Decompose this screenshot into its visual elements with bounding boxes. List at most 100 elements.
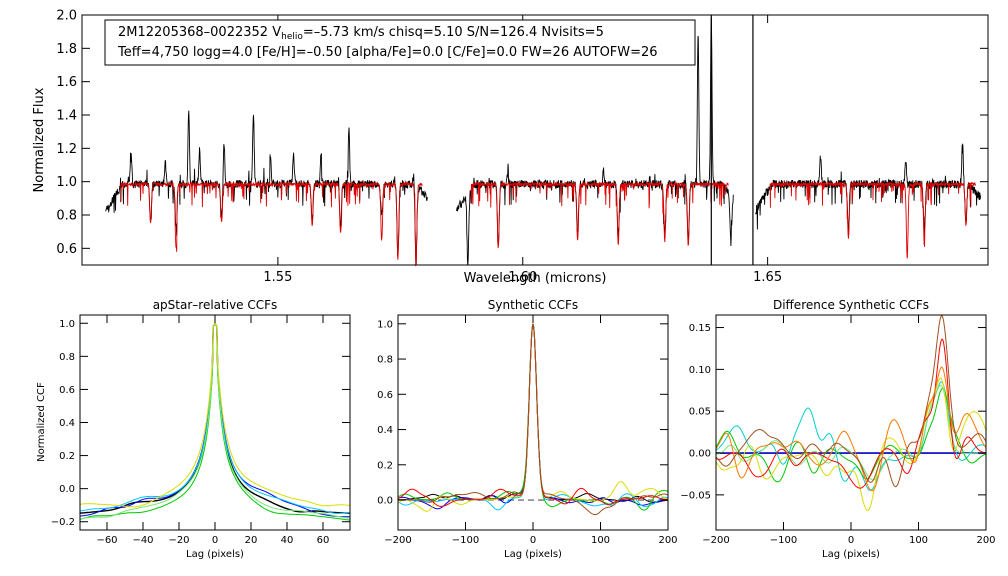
x-tick-label: 40 — [281, 535, 294, 546]
y-tick-label: −0.2 — [51, 517, 75, 528]
annotation-line-2: Teff=4,750 logg=4.0 [Fe/H]=–0.50 [alpha/… — [117, 45, 658, 60]
y-tick-label: 0.0 — [377, 496, 393, 507]
y-tick-label: 0.6 — [56, 242, 77, 257]
y-tick-label: 0.05 — [689, 407, 711, 418]
y-tick-label: 0.6 — [59, 385, 75, 396]
difference-ccf-series-visit-orange — [715, 366, 987, 492]
ccf-series-visit-blue — [79, 322, 350, 518]
difference-ccf-series-visit-yellow — [715, 377, 987, 511]
y-tick-label: 1.4 — [56, 109, 77, 124]
difference-ccf-series-visit-brown — [715, 315, 987, 488]
synthetic-ccf-series-visit-yellow — [397, 323, 669, 512]
x-tick-label: 0 — [530, 535, 536, 546]
y-tick-label: 2.0 — [56, 9, 77, 24]
y-tick-label: 1.0 — [59, 319, 75, 330]
synthetic-ccf-x-axis-label: Lag (pixels) — [504, 549, 562, 560]
y-tick-label: 1.2 — [56, 142, 77, 157]
synthetic-ccf-series-visit-cyan — [397, 323, 669, 511]
y-tick-label: 0.0 — [59, 484, 75, 495]
annotation-v-symbol: V — [272, 25, 281, 40]
x-tick-label: −40 — [132, 535, 153, 546]
x-tick-label: 60 — [317, 535, 330, 546]
difference-ccf-series-visit-red — [715, 338, 987, 489]
synthetic-ccf-series-visit-blue — [397, 323, 669, 510]
difference-ccf-axis-ticks: −200 −100 0 100 200 −0.05 0.00 0.05 0.10 0.15 — [680, 315, 996, 546]
y-tick-label: 0.15 — [689, 323, 711, 334]
difference-ccf-x-axis-label: Lag (pixels) — [822, 549, 880, 560]
difference-ccf-series-visit-green — [715, 387, 987, 483]
y-tick-label: 1.0 — [377, 319, 393, 330]
spectrum-y-axis-label: Normalized Flux — [32, 87, 47, 192]
synthetic-ccf-series-visit-red — [397, 323, 668, 507]
y-tick-label: 1.0 — [56, 175, 77, 190]
x-tick-label: 20 — [245, 535, 258, 546]
spectrum-panel: 1.55 1.60 1.65 0.6 0.8 1.0 1.2 1.4 1.6 1.8 2.0 2M1… — [32, 9, 989, 286]
observed-spectrum-line — [105, 110, 428, 267]
y-tick-label: 0.8 — [59, 352, 75, 363]
x-tick-label: 100 — [591, 535, 610, 546]
annotation-line-1: 2M12205368–0022352 Vhelio=–5.73 km/s chi… — [118, 25, 604, 42]
x-tick-label: 200 — [658, 535, 677, 546]
ccf-series-visit-lime — [79, 322, 351, 520]
annotation-line-1-rest: =–5.73 km/s chisq=5.10 S/N=126.4 Nvisits… — [303, 25, 604, 40]
x-tick-label: 1.55 — [263, 270, 292, 285]
y-tick-label: 1.8 — [56, 42, 77, 57]
apstar-ccf-y-axis-label: Normalized CCF — [36, 382, 47, 462]
y-tick-label: 0.10 — [689, 365, 711, 376]
apstar-ccf-plot-frame — [79, 314, 351, 531]
annotation-v-subscript: helio — [281, 32, 303, 42]
ccf-series-visit-green — [79, 322, 351, 521]
apstar-ccf-lines — [79, 321, 351, 521]
observed-spectrum-line — [755, 143, 982, 237]
synthetic-ccf-series-combined — [398, 323, 669, 503]
difference-ccf-plot-frame — [715, 314, 987, 531]
y-tick-label: −0.05 — [680, 490, 711, 501]
x-tick-label: −100 — [452, 535, 479, 546]
model-spectrum-line — [120, 181, 423, 266]
synthetic-ccf-series-visit-green — [397, 323, 669, 511]
spectrum-axis-ticks: 1.55 1.60 1.65 0.6 0.8 1.0 1.2 1.4 1.6 1.8 2.0 — [56, 9, 988, 285]
x-tick-label: −60 — [96, 535, 117, 546]
x-tick-label: 200 — [976, 535, 995, 546]
y-tick-label: 0.2 — [59, 451, 75, 462]
x-tick-label: −200 — [702, 535, 729, 546]
spectrum-plot-frame — [81, 14, 989, 266]
x-tick-label: −20 — [168, 535, 189, 546]
difference-ccf-panel: −200 −100 0 100 200 −0.05 0.00 0.05 0.10 0.15 Dif… — [680, 298, 995, 560]
ccf-series-visit-yellow — [79, 322, 350, 508]
synthetic-ccf-axis-ticks: −200 −100 0 100 200 0.0 0.2 0.4 0.6 0.8 1.0 — [377, 315, 678, 546]
model-spectrum-line — [769, 181, 977, 259]
apstar-ccf-title: apStar–relative CCFs — [153, 298, 278, 312]
x-tick-label: 1.60 — [508, 270, 537, 285]
spectrum-annotation-box — [104, 19, 696, 66]
difference-ccf-lines — [715, 315, 987, 511]
y-tick-label: 0.4 — [377, 425, 393, 436]
difference-ccf-title: Difference Synthetic CCFs — [773, 298, 929, 312]
x-tick-label: 0 — [848, 535, 854, 546]
spectrum-x-axis-label: Wavelength (microns) — [464, 271, 607, 286]
ccf-series-combined — [79, 321, 350, 514]
spectrum-lines — [105, 15, 982, 267]
apstar-ccf-panel: −60 −40 −20 0 20 40 60 −0.2 0.0 0.2 0.4 0.6 0.8 1.0 a… — [36, 298, 351, 560]
y-tick-label: 0.2 — [377, 460, 393, 471]
annotation-star-id: 2M12205368–0022352 — [118, 25, 268, 40]
x-tick-label: 0 — [212, 535, 218, 546]
ccf-series-visit-cyan — [79, 322, 351, 514]
model-spectrum-line — [470, 180, 729, 249]
synthetic-ccf-lines — [397, 323, 669, 516]
synthetic-ccf-title: Synthetic CCFs — [488, 298, 578, 312]
y-tick-label: 0.8 — [56, 209, 77, 224]
y-tick-label: 0.6 — [377, 390, 393, 401]
difference-ccf-series-visit-lime — [716, 384, 986, 481]
apstar-ccf-x-axis-label: Lag (pixels) — [186, 549, 244, 560]
synthetic-ccf-series-visit-brown — [398, 323, 669, 516]
synthetic-ccf-panel: −200 −100 0 100 200 0.0 0.2 0.4 0.6 0.8 1.0 Synthe… — [377, 298, 677, 560]
apstar-ccf-axis-ticks: −60 −40 −20 0 20 40 60 −0.2 0.0 0.2 0.4 0.6 0.8 1.0 — [51, 315, 350, 546]
synthetic-ccf-plot-frame — [397, 314, 669, 531]
x-tick-label: −100 — [770, 535, 797, 546]
x-tick-label: 100 — [909, 535, 928, 546]
y-tick-label: 0.00 — [689, 449, 711, 460]
x-tick-label: 1.65 — [753, 270, 782, 285]
